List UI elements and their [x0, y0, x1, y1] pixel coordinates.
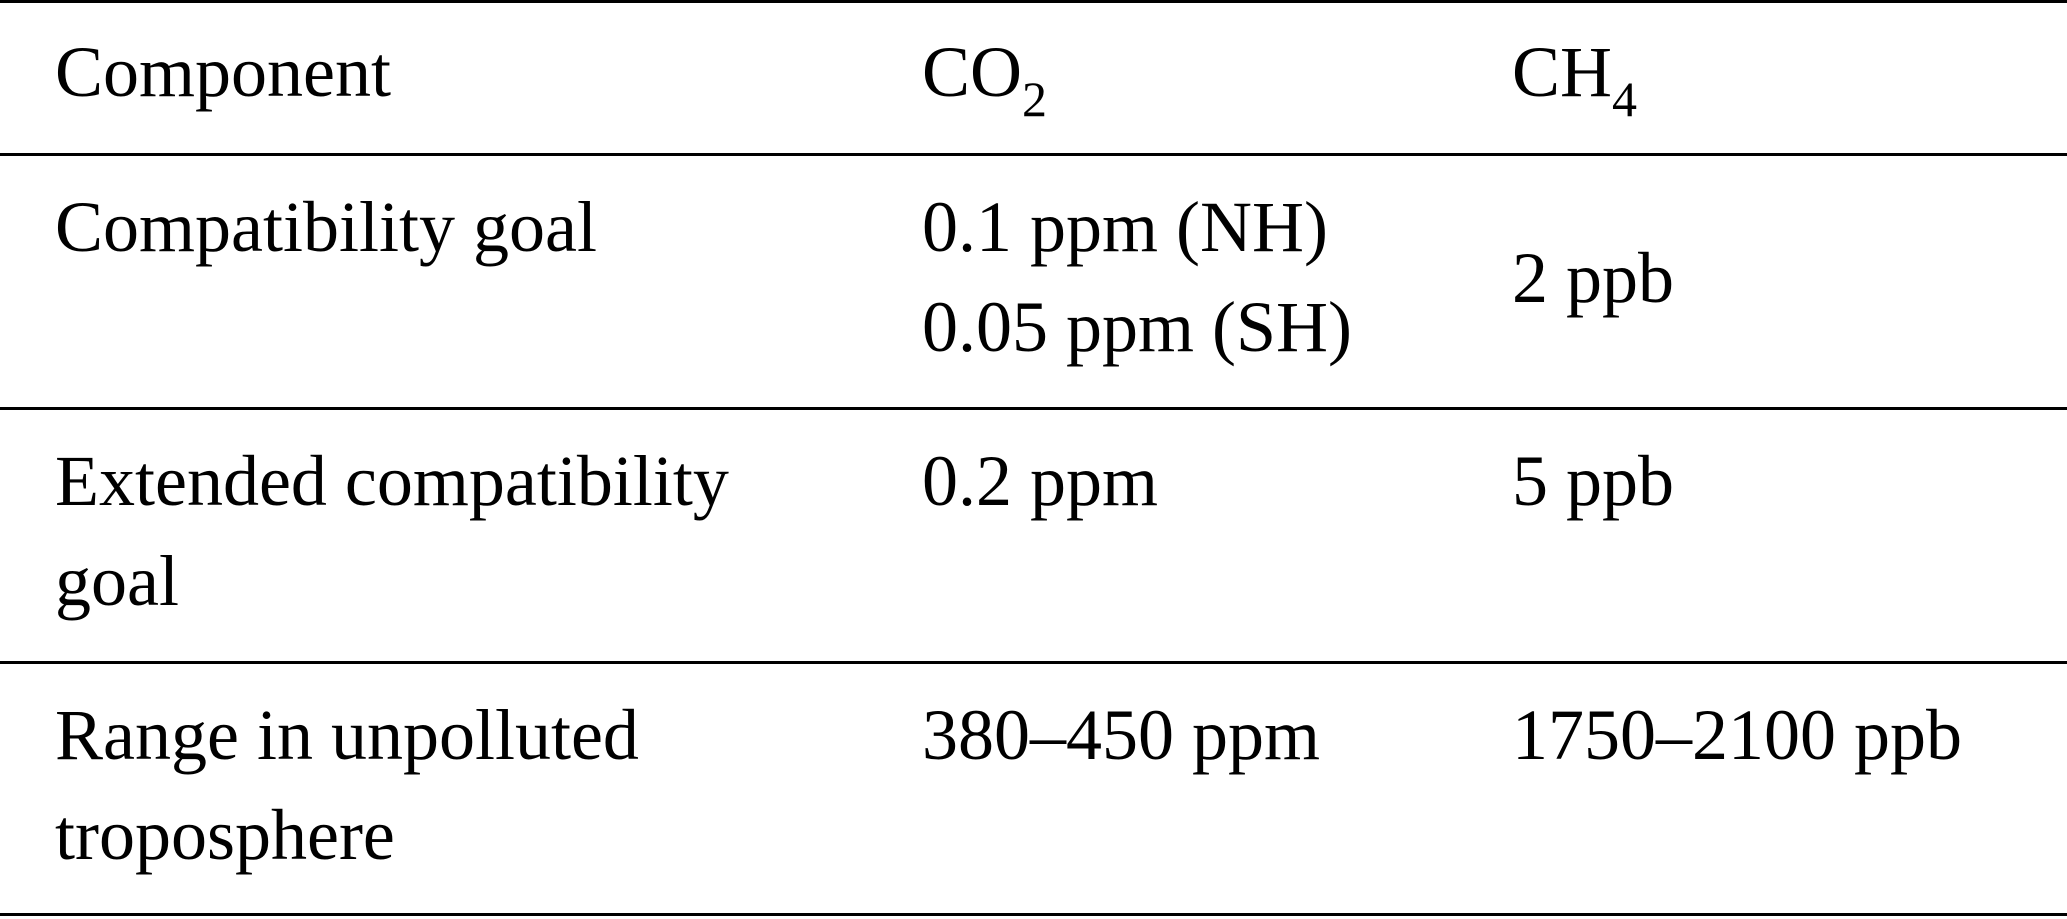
header-co2-subscript: 2	[1022, 71, 1048, 127]
header-ch4-base: CH	[1512, 32, 1613, 112]
row-3-component: Range in unpolluted troposphere	[55, 685, 639, 885]
header-rule	[0, 153, 2067, 156]
header-co2-text: CO2	[922, 22, 1047, 124]
row-2-rule	[0, 661, 2067, 664]
row-3-co2: 380–450 ppm	[922, 685, 1320, 785]
row-2-component: Extended compatibility goal	[55, 431, 729, 631]
row-2-ch4: 5 ppb	[1512, 431, 1674, 531]
row-3-ch4: 1750–2100 ppb	[1512, 685, 1962, 785]
row-1-co2: 0.1 ppm (NH) 0.05 ppm (SH)	[922, 177, 1352, 377]
row-3-component-line-2: troposphere	[55, 795, 395, 875]
row-2-component-line-1: Extended compatibility	[55, 441, 729, 521]
row-2-ch4-line-1: 5 ppb	[1512, 441, 1674, 521]
top-rule	[0, 0, 2067, 3]
row-1-ch4: 2 ppb	[1512, 228, 1674, 328]
row-2-co2-line-1: 0.2 ppm	[922, 441, 1159, 521]
row-1-rule	[0, 407, 2067, 410]
row-1-ch4-line-1: 2 ppb	[1512, 238, 1674, 318]
header-ch4-subscript: 4	[1612, 71, 1638, 127]
row-1-co2-line-1: 0.1 ppm (NH)	[922, 187, 1328, 267]
header-component-text: Component	[55, 32, 391, 112]
header-ch4: CH4	[1512, 22, 1637, 124]
bottom-rule	[0, 913, 2067, 916]
header-ch4-text: CH4	[1512, 22, 1637, 124]
row-3-ch4-line-1: 1750–2100 ppb	[1512, 695, 1962, 775]
row-2-co2: 0.2 ppm	[922, 431, 1158, 531]
row-1-component: Compatibility goal	[55, 177, 597, 277]
header-co2-base: CO	[922, 32, 1023, 112]
row-1-co2-line-2: 0.05 ppm (SH)	[922, 287, 1352, 367]
header-co2: CO2	[922, 22, 1047, 124]
row-2-component-line-2: goal	[55, 541, 179, 621]
row-1-component-line-1: Compatibility goal	[55, 187, 597, 267]
row-3-component-line-1: Range in unpolluted	[55, 695, 639, 775]
header-component: Component	[55, 22, 391, 122]
row-3-co2-line-1: 380–450 ppm	[922, 695, 1321, 775]
